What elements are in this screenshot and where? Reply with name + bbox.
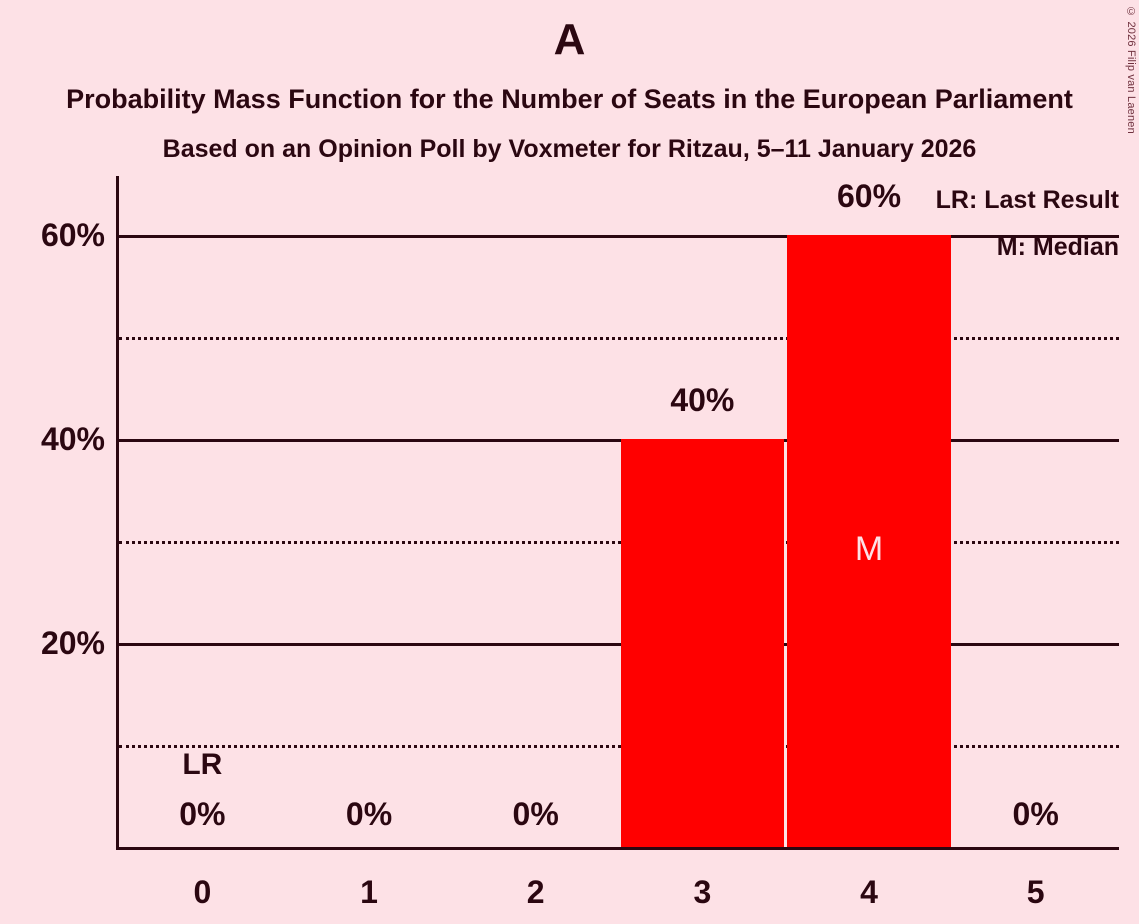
gridline-20 [119,643,1119,646]
page-title: A [553,15,586,64]
x-axis-line [116,847,1119,850]
gridline-50 [119,337,1119,340]
value-label-5: 0% [1012,796,1059,832]
median-marker: M [854,530,884,568]
gridline-40 [119,439,1119,442]
last-result-marker: LR [182,748,223,781]
plot-area: 60% 40% 20% M 40% 60% 0% 0% 0% 0% LR 0 1… [41,176,1119,908]
value-label-4: 60% [837,178,902,214]
y-tick-label-60: 60% [40,217,105,253]
y-tick-label-20: 20% [40,625,105,661]
value-label-1: 0% [345,796,393,832]
x-tick-label-0: 0 [193,874,212,910]
copyright-notice: © 2026 Filip van Laenen [1125,6,1137,134]
value-label-2: 0% [512,796,559,832]
x-tick-label-3: 3 [693,874,712,910]
gridline-30 [119,541,1119,544]
x-tick-label-2: 2 [526,874,545,910]
bar-3[interactable] [620,439,785,847]
legend-last-result: LR: Last Result [935,186,1119,214]
value-label-3: 40% [670,382,735,418]
gridline-10 [119,745,1119,748]
chart-subtitle-secondary: Based on an Opinion Poll by Voxmeter for… [162,135,977,163]
y-axis-line [116,176,119,847]
y-tick-label-40: 40% [40,421,105,457]
x-tick-label-5: 5 [1026,874,1045,910]
bar-4[interactable]: M [787,235,951,847]
x-tick-label-1: 1 [360,874,378,910]
gridline-60 [119,235,1119,238]
value-label-0: 0% [179,796,226,832]
legend-median: M: Median [996,233,1119,261]
chart-subtitle-primary: Probability Mass Function for the Number… [66,84,1073,114]
x-tick-label-4: 4 [860,874,878,910]
